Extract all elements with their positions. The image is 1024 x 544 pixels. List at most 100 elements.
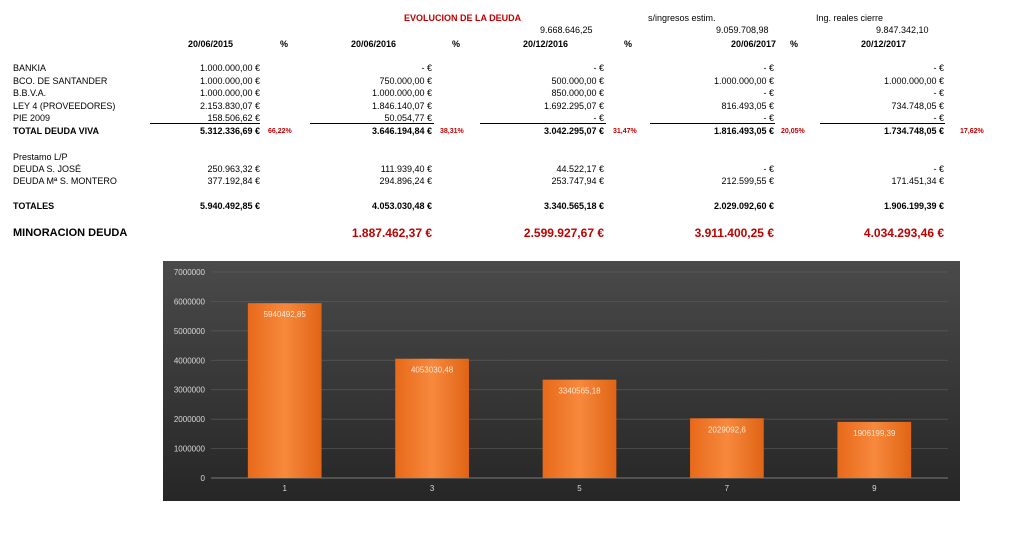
- bar: [395, 358, 469, 478]
- cell-value: 1.000.000,00 €: [199, 88, 260, 98]
- column-header: 20/12/2016: [522, 39, 568, 49]
- cell-value: - €: [763, 88, 774, 98]
- cell-value: 3.340.565,18 €: [543, 201, 604, 211]
- pct-header: %: [452, 39, 461, 49]
- y-tick-label: 6000000: [174, 297, 206, 306]
- y-tick-label: 0: [201, 474, 206, 483]
- cell-value: 250.963,32 €: [207, 164, 260, 174]
- pct-header: %: [280, 39, 289, 49]
- cell-value: - €: [593, 113, 604, 123]
- y-tick-label: 3000000: [174, 386, 206, 395]
- column-header: 20/06/2015: [187, 39, 233, 49]
- separator-line: [480, 123, 606, 124]
- bar-value-label: 1906199,39: [853, 429, 896, 438]
- separator-line: [820, 123, 945, 124]
- minoracion-value: 3.911.400,25 €: [694, 226, 774, 240]
- cell-value: 44.522,17 €: [556, 164, 604, 174]
- column-header: 20/12/2017: [860, 39, 906, 49]
- section-label: Prestamo L/P: [13, 152, 68, 162]
- minoracion-value: 4.034.293,46 €: [863, 226, 944, 240]
- bar: [837, 421, 912, 478]
- cell-value: 1.000.000,00 €: [199, 75, 260, 86]
- cell-value: 1.000.000,00 €: [883, 75, 944, 86]
- bar: [690, 418, 764, 478]
- cell-value: - €: [763, 63, 774, 73]
- column-header: 20/06/2016: [350, 39, 396, 49]
- y-tick-label: 1000000: [174, 445, 206, 454]
- y-tick-label: 2000000: [174, 415, 206, 424]
- cell-value: 5.312.336,69 €: [199, 126, 260, 136]
- cell-value: 1.000.000,00 €: [371, 88, 432, 98]
- cell-value: 3.646.194,84 €: [371, 126, 432, 136]
- cell-value: 1.816.493,05 €: [713, 126, 774, 136]
- bar-value-label: 3340565,18: [558, 387, 601, 396]
- row-label: BCO. DE SANTANDER: [13, 75, 108, 86]
- cell-value: 500.000,00 €: [551, 75, 604, 86]
- bar-value-label: 5940492,85: [264, 310, 307, 319]
- pct-value: 31,47%: [613, 128, 637, 135]
- cell-value: 3.042.295,07 €: [543, 126, 604, 136]
- cell-value: 734.748,05 €: [891, 100, 944, 111]
- cell-value: 4.053.030,48 €: [371, 201, 432, 211]
- cell-value: 253.747,94 €: [551, 176, 604, 186]
- cell-value: 50.054,77 €: [384, 113, 432, 123]
- x-tick-label: 9: [872, 484, 877, 493]
- real-income-value: 9.847.342,10: [876, 25, 929, 35]
- x-tick-label: 7: [725, 484, 730, 493]
- row-label: DEUDA Mª S. MONTERO: [13, 176, 117, 186]
- row-label: DEUDA S. JOSÉ: [13, 164, 82, 174]
- cell-value: 750.000,00 €: [379, 75, 432, 86]
- pct-value: 17,62%: [960, 128, 984, 135]
- cell-value: 294.896,24 €: [379, 176, 432, 186]
- real-income-label: Ing. reales cierre: [816, 13, 884, 23]
- pct-value: 66,22%: [268, 128, 292, 135]
- cell-value: - €: [421, 63, 432, 73]
- cell-value: 1.692.295,07 €: [543, 100, 604, 111]
- cell-value: 111.939,40 €: [380, 164, 432, 174]
- cell-value: - €: [933, 164, 944, 174]
- y-tick-label: 5000000: [174, 327, 206, 336]
- cell-value: - €: [593, 63, 604, 73]
- cell-value: 171.451,34 €: [891, 176, 944, 186]
- x-tick-label: 3: [430, 484, 435, 493]
- cell-value: 158.506,62 €: [207, 113, 260, 123]
- x-tick-label: 1: [282, 484, 287, 493]
- bar-value-label: 2029092,6: [708, 425, 746, 434]
- column-header: 20/06/2017: [730, 39, 776, 49]
- minoracion-value: 2.599.927,67 €: [523, 226, 604, 240]
- separator-line: [150, 123, 260, 124]
- x-tick-label: 5: [577, 484, 582, 493]
- cell-value: 212.599,55 €: [721, 176, 774, 186]
- cell-value: 1.906.199,39 €: [883, 201, 944, 211]
- row-label: TOTAL DEUDA VIVA: [13, 126, 100, 136]
- row-label: B.B.V.A.: [13, 88, 47, 98]
- row-label: TOTALES: [13, 201, 55, 211]
- bar-value-label: 4053030,48: [411, 366, 454, 375]
- cell-value: - €: [763, 164, 774, 174]
- cell-value: - €: [763, 113, 774, 123]
- row-label: BANKIA: [13, 63, 47, 73]
- cell-value: 1.000.000,00 €: [199, 63, 260, 73]
- income-estimate-value: 9.668.646,25: [540, 25, 593, 35]
- sheet-title: EVOLUCION DE LA DEUDA: [404, 13, 522, 23]
- y-tick-label: 7000000: [174, 268, 206, 277]
- bar: [542, 379, 617, 478]
- pct-value: 20,05%: [781, 128, 805, 135]
- cell-value: 1.846.140,07 €: [371, 100, 432, 111]
- minoracion-label: MINORACION DEUDA: [13, 227, 128, 239]
- pct-header: %: [624, 39, 633, 49]
- cell-value: 2.153.830,07 €: [199, 100, 260, 111]
- separator-line: [310, 123, 434, 124]
- cell-value: - €: [933, 113, 944, 123]
- separator-line: [650, 123, 775, 124]
- cell-value: 377.192,84 €: [207, 176, 260, 186]
- estimated-value: 9.059.708,98: [716, 25, 769, 35]
- cell-value: - €: [933, 88, 944, 98]
- pct-header: %: [790, 39, 799, 49]
- debt-bar-chart: 0 1000000 2000000 3000000 4000000 5000000 6000…: [163, 261, 960, 501]
- cell-value: 2.029.092,60 €: [713, 201, 774, 211]
- row-label: PIE 2009: [13, 113, 51, 123]
- cell-value: 5.940.492,85 €: [199, 201, 260, 211]
- cell-value: 850.000,00 €: [551, 88, 604, 98]
- cell-value: 1.734.748,05 €: [883, 126, 944, 136]
